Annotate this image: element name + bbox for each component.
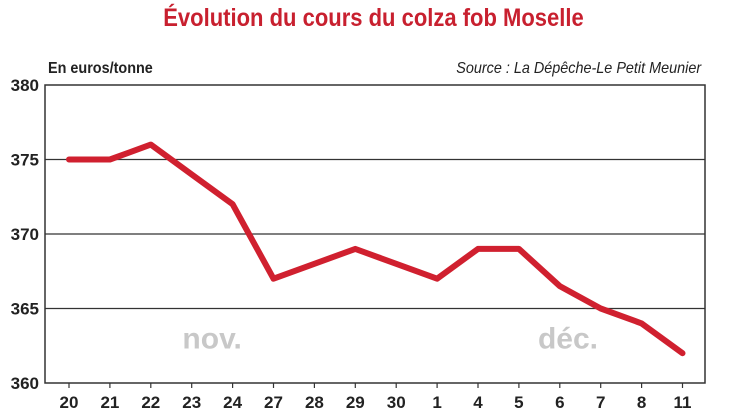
month-annotation: déc. bbox=[538, 323, 598, 356]
data-point bbox=[639, 320, 645, 326]
data-point bbox=[271, 276, 277, 282]
x-tick-label: 4 bbox=[473, 393, 483, 412]
plot-frame bbox=[44, 84, 706, 384]
chart-title: Évolution du cours du colza fob Moselle bbox=[163, 4, 584, 32]
data-point bbox=[66, 157, 72, 163]
x-tick-label: 23 bbox=[182, 393, 201, 412]
data-point bbox=[598, 306, 604, 312]
x-tick-label: 30 bbox=[387, 393, 406, 412]
data-point bbox=[311, 261, 317, 267]
data-point bbox=[352, 246, 358, 252]
x-tick-label: 1 bbox=[432, 393, 441, 412]
series-line bbox=[66, 141, 686, 357]
y-tick-label: 370 bbox=[11, 225, 39, 244]
x-tick-label: 20 bbox=[60, 393, 79, 412]
y-axis-unit-label: En euros/tonne bbox=[48, 60, 153, 77]
source-label: Source : La Dépêche-Le Petit Meunier bbox=[456, 60, 701, 77]
x-tick-label: 21 bbox=[100, 393, 119, 412]
x-tick-label: 28 bbox=[305, 393, 324, 412]
x-tick-label: 29 bbox=[346, 393, 365, 412]
data-point bbox=[107, 157, 113, 163]
y-tick-label: 380 bbox=[11, 76, 39, 95]
data-point bbox=[475, 246, 481, 252]
x-tick-label: 5 bbox=[514, 393, 523, 412]
x-tick-label: 27 bbox=[264, 393, 283, 412]
y-tick-label: 375 bbox=[11, 151, 39, 170]
data-point bbox=[557, 283, 563, 289]
x-tick-label: 22 bbox=[141, 393, 160, 412]
y-tick-label: 365 bbox=[11, 300, 39, 319]
data-point bbox=[680, 350, 686, 356]
x-tick-label: 24 bbox=[223, 393, 242, 412]
data-point bbox=[189, 171, 195, 177]
x-tick-label: 6 bbox=[555, 393, 564, 412]
x-tick-label: 8 bbox=[637, 393, 646, 412]
x-tick-label: 11 bbox=[674, 393, 692, 412]
y-tick-label: 360 bbox=[11, 374, 39, 393]
data-point bbox=[516, 246, 522, 252]
data-point bbox=[393, 261, 399, 267]
month-annotation: nov. bbox=[182, 323, 241, 356]
x-tick-label: 7 bbox=[596, 393, 605, 412]
data-point bbox=[148, 142, 154, 148]
data-point bbox=[230, 201, 236, 207]
data-point bbox=[434, 276, 440, 282]
